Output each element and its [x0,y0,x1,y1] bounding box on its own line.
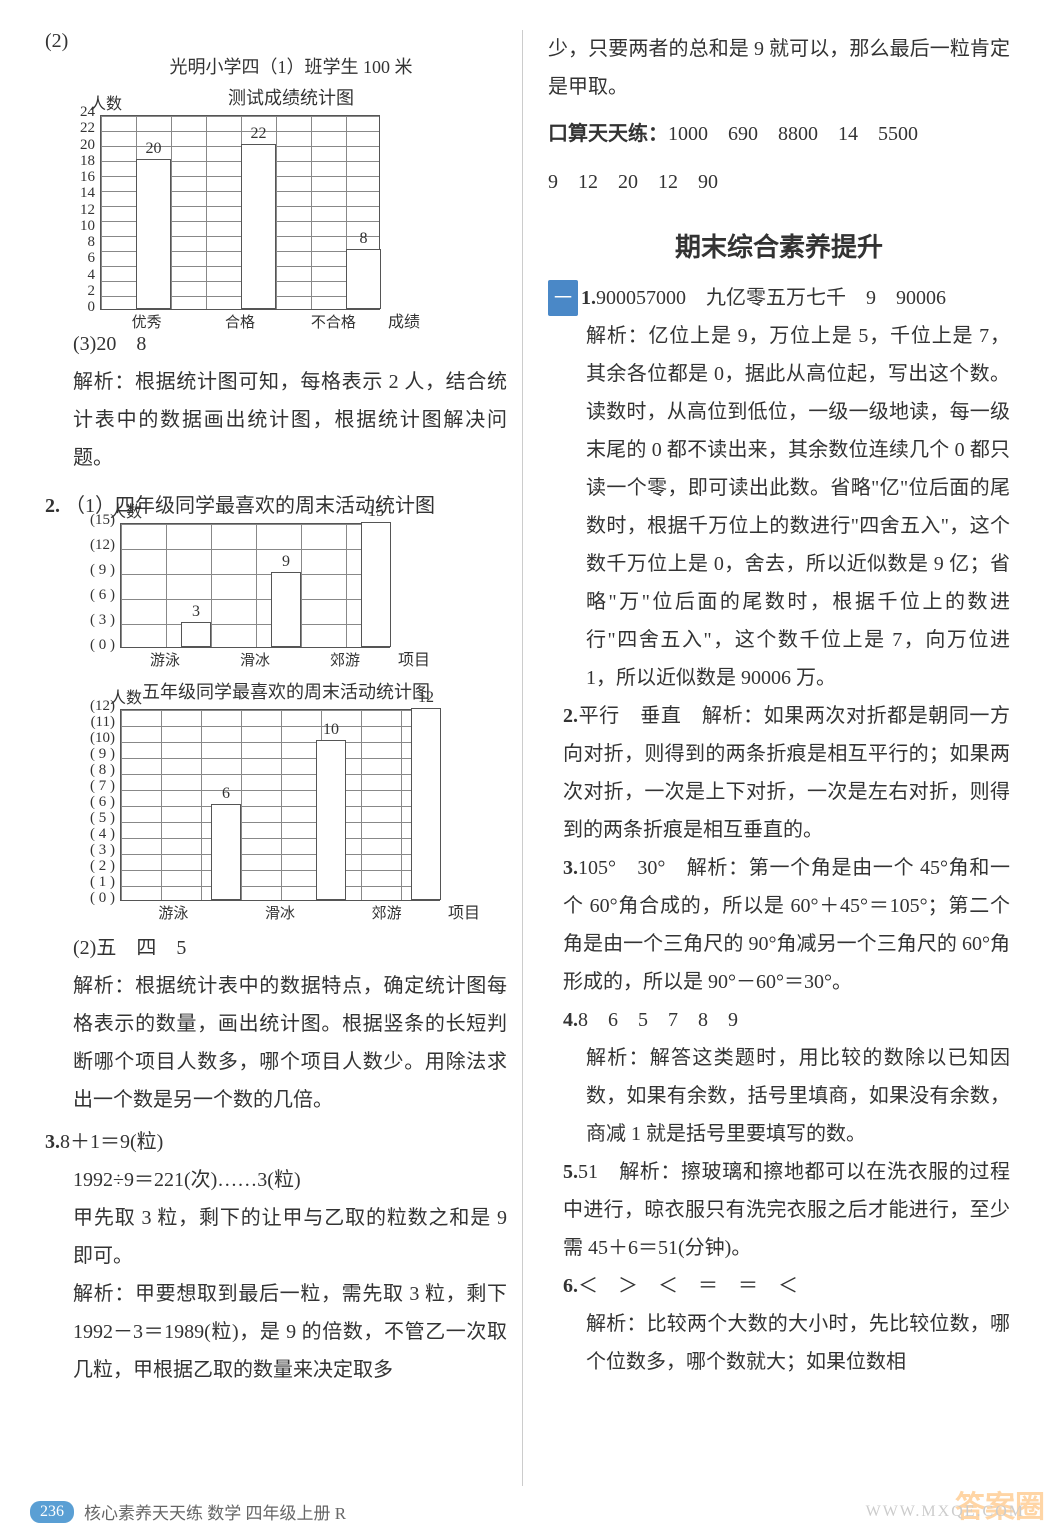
q3-line2: 1992÷9＝221(次)……3(粒) [45,1161,507,1199]
explanation2: 解析：根据统计表中的数据特点，确定统计图每格表示的数量，画出统计图。根据竖条的长… [45,967,507,1119]
q2-num: 2. [45,495,60,517]
rq1-ans: 900057000 九亿零五万七千 9 90006 [596,287,946,309]
calc-row1: 口算天天练：1000 690 8800 14 5500 [548,114,1010,154]
rq2-num: 2. [563,705,578,727]
chart1-x-axis: 成绩 [388,308,420,332]
chart2-x-labels: 游泳滑冰郊游 [120,649,390,670]
exp2-label: 解析： [73,975,135,997]
rq3-num: 3. [563,857,578,879]
exp1-label: 解析： [73,371,135,393]
q2-main: 2. （1）四年级同学最喜欢的周末活动统计图 人数 (15)(12)( 9 )(… [45,489,507,901]
exp2-text: 根据统计表中的数据特点，确定统计图每格表示的数量，画出统计图。根据竖条的长短判断… [73,975,507,1111]
q3-line1: 8＋1＝9(粒) [60,1131,163,1153]
cont-text: 少，只要两者的总和是 9 就可以，那么最后一粒肯定是甲取。 [548,30,1010,106]
chart2-grid: 3915 [120,523,390,648]
r-q2: 2.平行 垂直 解析：如果两次对折都是朝同一方向对折，则得到的两条折痕是相互平行… [548,697,1010,849]
r-q5: 5.51 解析：擦玻璃和擦地都可以在洗衣服的过程中进行，晾衣服只有洗完衣服之后才… [548,1153,1010,1267]
rq1-exp-text: 亿位上是 9，万位上是 5，千位上是 7，其余各位都是 0，据此从高位起，写出这… [586,325,1010,689]
calc-label: 口算天天练： [548,123,668,145]
rq3-exp-label: 解析： [687,857,749,879]
q2-2: (2)五 四 5 [45,929,507,967]
chart3: 人数 (12)(11)(10)( 9 )( 8 )( 7 )( 6 )( 5 )… [120,709,440,901]
calc1: 1000 690 8800 14 5500 [668,123,918,145]
chart3-grid: 61012 [120,709,440,901]
rq6-exp-label: 解析： [586,1313,647,1335]
rq5-exp-label: 解析： [619,1161,681,1183]
chart3-y-labels: (12)(11)(10)( 9 )( 8 )( 7 )( 6 )( 5 )( 4… [75,701,115,893]
exp3-label: 解析： [73,1283,135,1305]
q3-line3: 甲先取 3 粒，剩下的让甲与乙取的粒数之和是 9 即可。 [45,1199,507,1275]
chart1-y-labels: 242220181614121086420 [65,107,95,302]
rq4-exp: 解析：解答这类题时，用比较的数除以已知因数，如果有余数，括号里填商，如果没有余数… [548,1039,1010,1153]
rq1-exp-label: 解析： [586,325,648,347]
rq1-num: 1. [581,287,596,309]
section-heading: 期末综合素养提升 [548,227,1010,264]
page-footer: 236 核心素养天天练 数学 四年级上册 R [30,1499,346,1524]
book-title: 核心素养天天练 数学 四年级上册 R [84,1499,346,1524]
q2-prefix: (2) [45,30,68,52]
rq4-num: 4. [563,1009,578,1031]
chart1-title2: 测试成绩统计图 [75,84,507,110]
chart3-x-axis: 项目 [448,899,480,923]
rq6-exp-text: 比较两个大数的大小时，先比较位数，哪个位数多，哪个数就大；如果位数相 [586,1313,1010,1373]
url-watermark: WWW.MXQE.COM [866,1503,1025,1521]
chart1: 人数 242220181614121086420 20228 优秀合格不合格 成… [100,115,380,310]
calc-row2: 9 12 20 12 90 [548,162,1010,202]
explanation1: 解析：根据统计图可知，每格表示 2 人，结合统计表中的数据画出统计图，根据统计图… [45,363,507,477]
r-q4: 4.8 6 5 7 8 9 [548,1001,1010,1039]
rq5-num: 5. [563,1161,578,1183]
chart2: 人数 (15)(12)( 9 )( 6 )( 3 )( 0 ) 3915 游泳滑… [120,523,390,648]
r-q1: 一1.900057000 九亿零五万七千 9 90006 [548,279,1010,317]
rq6-ans: ＜ ＞ ＜ ＝ ＝ ＜ [578,1275,798,1297]
chart1-grid: 20228 [100,115,380,310]
rq2-exp-label: 解析： [702,705,764,727]
rq3-ans: 105° 30° [578,857,687,879]
chart2-y-labels: (15)(12)( 9 )( 6 )( 3 )( 0 ) [75,515,115,640]
page-number: 236 [30,1501,74,1523]
r-q3: 3.105° 30° 解析：第一个角是由一个 45°角和一个 60°角合成的，所… [548,849,1010,1001]
chart1-title1: 光明小学四（1）班学生 100 米 [75,53,507,79]
rq4-exp-text: 解答这类题时，用比较的数除以已知因数，如果有余数，括号里填商，如果没有余数，商减… [586,1047,1010,1145]
right-column: 少，只要两者的总和是 9 就可以，那么最后一粒肯定是甲取。 口算天天练：1000… [523,30,1025,1486]
exp1-text: 根据统计图可知，每格表示 2 人，结合统计表中的数据画出统计图，根据统计图解决问… [73,371,507,469]
exp3-text: 甲要想取到最后一粒，需先取 3 粒，剩下 1992－3＝1989(粒)，是 9 … [73,1283,507,1381]
q2-chart-section: (2) 光明小学四（1）班学生 100 米 测试成绩统计图 人数 2422201… [45,30,507,310]
chart3-x-labels: 游泳滑冰郊游 [120,902,440,923]
q3-num: 3. [45,1131,60,1153]
rq4-exp-label: 解析： [586,1047,650,1069]
rq5-ans: 51 [578,1161,619,1183]
q3-main: 3.8＋1＝9(粒) [45,1123,507,1161]
rq1-exp: 解析：亿位上是 9，万位上是 5，千位上是 7，其余各位都是 0，据此从高位起，… [548,317,1010,697]
rq4-ans: 8 6 5 7 8 9 [578,1009,738,1031]
explanation3: 解析：甲要想取到最后一粒，需先取 3 粒，剩下 1992－3＝1989(粒)，是… [45,1275,507,1389]
rq6-exp: 解析：比较两个大数的大小时，先比较位数，哪个位数多，哪个数就大；如果位数相 [548,1305,1010,1381]
rq6-num: 6. [563,1275,578,1297]
chart1-x-labels: 优秀合格不合格 [100,311,380,332]
rq2-ans: 平行 垂直 [578,705,702,727]
section-num: 一 [548,280,578,316]
chart2-x-axis: 项目 [398,646,430,670]
r-q6: 6.＜ ＞ ＜ ＝ ＝ ＜ [548,1267,1010,1305]
left-column: (2) 光明小学四（1）班学生 100 米 测试成绩统计图 人数 2422201… [30,30,523,1486]
